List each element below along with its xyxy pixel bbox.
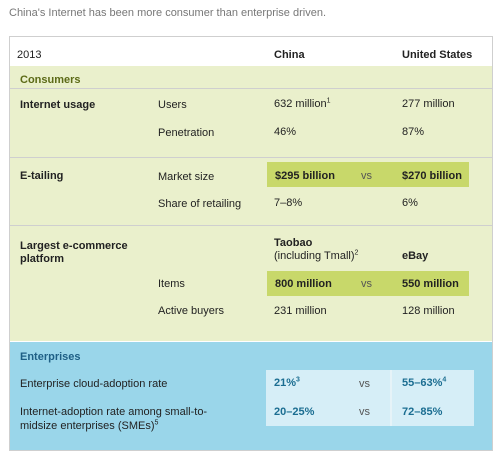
cloud-adoption-label: Enterprise cloud-adoption rate [20, 378, 168, 390]
china-cloud-value: 21%3 [274, 376, 300, 389]
us-users-value: 277 million [402, 98, 455, 110]
china-market-size-value: $295 billion [275, 170, 335, 182]
year-header: 2013 [17, 49, 42, 61]
penetration-label: Penetration [158, 127, 215, 139]
ecommerce-label-line1: Largest e-commerce [20, 240, 128, 252]
china-users-value: 632 million1 [274, 97, 331, 110]
divider [9, 88, 493, 89]
china-platform-note: (including Tmall)2 [274, 249, 359, 262]
enterprise-values-highlight [266, 370, 474, 426]
divider [9, 225, 493, 226]
column-separator [390, 370, 392, 426]
items-vs: vs [361, 278, 372, 290]
consumers-section-title: Consumers [20, 74, 81, 86]
china-items-value: 800 million [275, 278, 332, 290]
us-items-value: 550 million [402, 278, 459, 290]
market-size-highlight [267, 162, 469, 187]
items-label: Items [158, 278, 185, 290]
sme-vs: vs [359, 406, 370, 418]
ecommerce-label-line2: platform [20, 253, 64, 265]
users-label: Users [158, 99, 187, 111]
china-penetration-value: 46% [274, 126, 297, 138]
us-platform-name: eBay [402, 250, 429, 262]
cloud-vs: vs [359, 378, 370, 390]
sme-adoption-label-line1: Internet-adoption rate among small-to- [20, 406, 208, 418]
us-buyers-value: 128 million [402, 305, 455, 317]
market-size-label: Market size [158, 171, 215, 183]
etailing-label: E-tailing [20, 170, 64, 182]
china-platform-name: Taobao [274, 237, 313, 249]
sme-adoption-label-line2: midsize enterprises (SMEs)5 [20, 419, 159, 432]
china-buyers-value: 231 million [274, 305, 327, 317]
figure-caption: China's Internet has been more consumer … [9, 7, 326, 19]
us-market-size-value: $270 billion [402, 170, 462, 182]
divider [9, 157, 493, 158]
us-column-header: United States [402, 49, 473, 61]
items-highlight [267, 271, 469, 296]
us-penetration-value: 87% [402, 126, 425, 138]
china-sme-value: 20–25% [274, 406, 315, 418]
china-share-value: 7–8% [274, 197, 303, 209]
internet-usage-label: Internet usage [20, 99, 96, 111]
us-cloud-value: 55–63%4 [402, 376, 447, 389]
us-share-value: 6% [402, 197, 418, 209]
buyers-label: Active buyers [158, 305, 225, 317]
market-size-vs: vs [361, 170, 372, 182]
share-label: Share of retailing [158, 198, 242, 210]
us-sme-value: 72–85% [402, 406, 443, 418]
china-column-header: China [274, 49, 305, 61]
enterprises-section-title: Enterprises [20, 351, 81, 363]
